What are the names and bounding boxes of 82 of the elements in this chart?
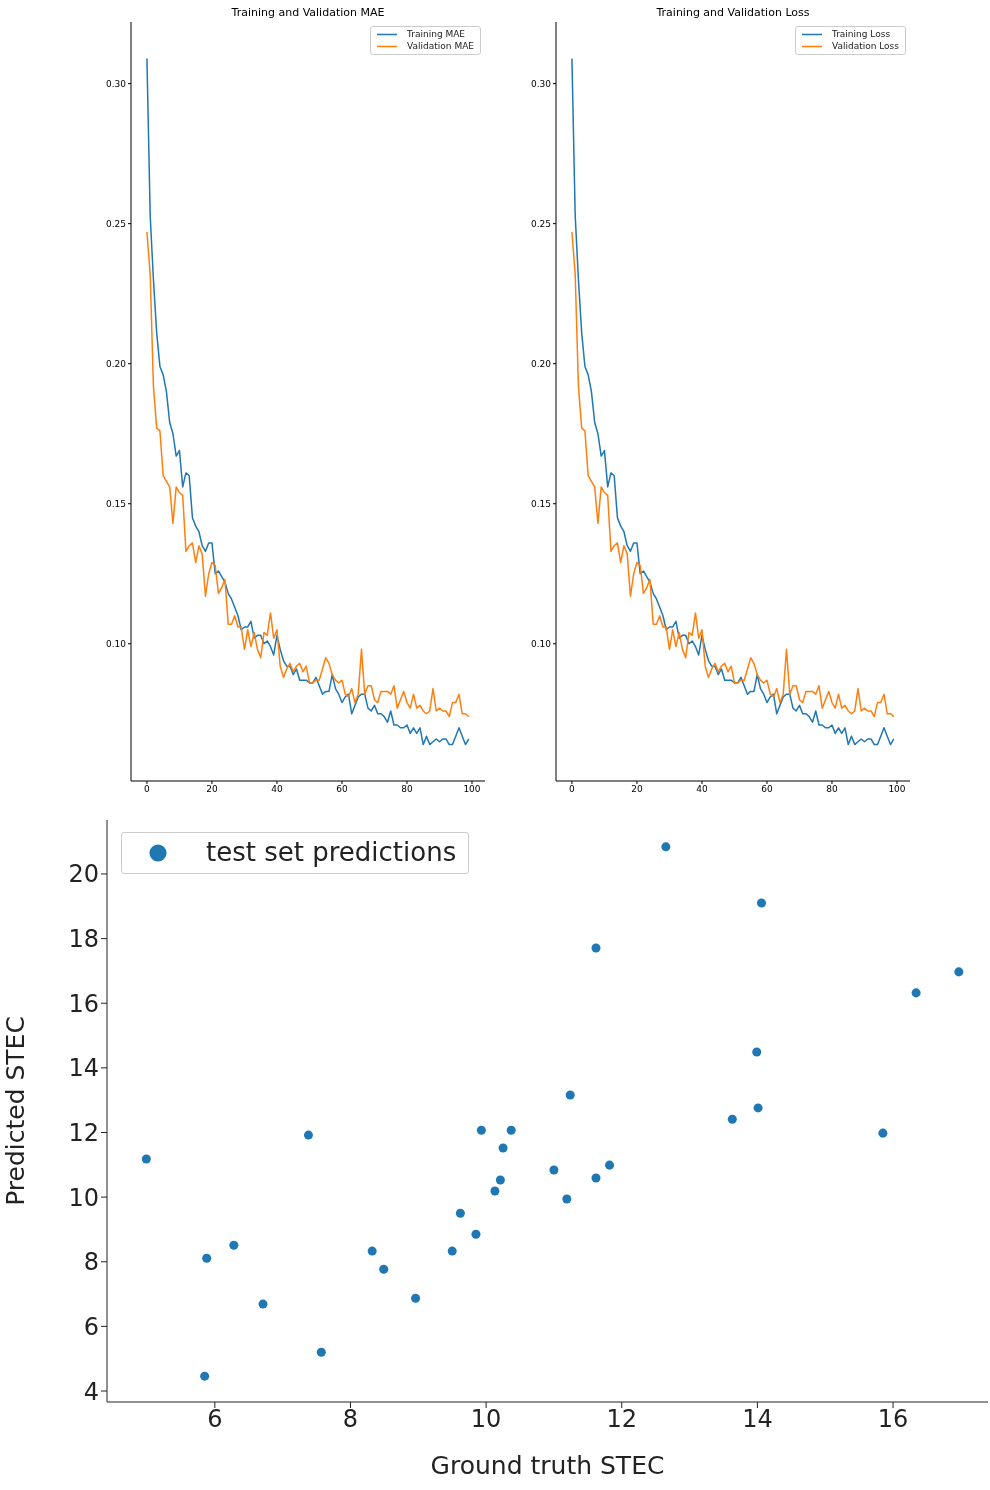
point (258, 1299, 268, 1309)
point (591, 1173, 601, 1183)
point (661, 842, 671, 852)
point (756, 898, 766, 908)
point (316, 1347, 326, 1357)
point (498, 1143, 508, 1153)
legend-label: Validation Loss (831, 40, 899, 53)
line-series (571, 57, 895, 746)
point (411, 1293, 421, 1303)
x-tick-label: 60 (761, 784, 773, 795)
x-tick-label: 8 (342, 1405, 359, 1434)
point (565, 1090, 575, 1100)
x-tick-label: 60 (336, 784, 348, 795)
legend-label: test set predictions (206, 836, 457, 869)
point (506, 1125, 516, 1135)
point (202, 1253, 212, 1263)
x-tick-label: 0 (144, 784, 151, 795)
x-tick-label: 80 (401, 784, 413, 795)
point (954, 967, 964, 977)
point (471, 1229, 481, 1239)
x-tick-label: 16 (877, 1405, 909, 1434)
y-tick-label: 0.10 (105, 638, 127, 649)
x-tick-label: 0 (569, 784, 576, 795)
y-tick-label: 0.30 (105, 78, 127, 89)
y-tick-label: 4 (83, 1377, 99, 1406)
line-series (146, 231, 470, 718)
point (447, 1246, 457, 1256)
y-tick-label: 0.30 (530, 78, 552, 89)
x-tick-label: 100 (463, 784, 481, 795)
y-tick-label: 10 (68, 1183, 99, 1212)
y-tick-label: 0.25 (105, 218, 126, 229)
y-tick-label: 18 (68, 925, 99, 954)
point (455, 1208, 465, 1218)
x-tick-label: 20 (631, 784, 643, 795)
y-tick-label: 12 (68, 1119, 99, 1148)
point (200, 1371, 210, 1381)
y-tick-label: 0.15 (530, 498, 551, 509)
point (878, 1128, 888, 1138)
legend-label: Training Loss (831, 29, 891, 41)
line-series (146, 57, 470, 746)
y-tick-label: 0.10 (530, 638, 552, 649)
point (490, 1186, 500, 1196)
x-tick-label: 40 (696, 784, 708, 795)
x-tick-label: 100 (888, 784, 906, 795)
point (591, 943, 601, 953)
y-tick-label: 6 (83, 1312, 99, 1341)
point (367, 1246, 377, 1256)
y-axis-title: Predicted STEC (0, 1016, 30, 1206)
point (727, 1114, 737, 1124)
point (379, 1264, 389, 1274)
point (562, 1194, 572, 1204)
point (476, 1125, 486, 1135)
point (752, 1047, 762, 1057)
x-tick-label: 40 (271, 784, 283, 795)
point (303, 1130, 313, 1140)
point (549, 1165, 559, 1175)
y-tick-label: 0.20 (105, 358, 127, 369)
y-tick-label: 14 (68, 1054, 99, 1083)
x-tick-label: 10 (470, 1405, 502, 1434)
x-axis-title: Ground truth STEC (430, 1451, 665, 1480)
legend-label: Training MAE (407, 29, 466, 41)
x-tick-label: 14 (742, 1405, 773, 1434)
x-tick-label: 12 (606, 1405, 638, 1434)
y-tick-label: 20 (68, 860, 99, 889)
y-tick-label: 8 (83, 1248, 99, 1277)
legend-label: Validation MAE (407, 40, 474, 53)
point (495, 1175, 505, 1185)
line-series (571, 231, 895, 718)
chart-title: Training and Validation MAE (230, 6, 386, 19)
chart-title: Training and Validation Loss (655, 6, 811, 19)
point (753, 1103, 763, 1113)
point (911, 988, 921, 998)
y-tick-label: 16 (68, 989, 99, 1018)
x-tick-label: 80 (826, 784, 838, 795)
y-tick-label: 0.25 (530, 218, 551, 229)
point (229, 1240, 239, 1250)
x-tick-label: 6 (207, 1405, 223, 1434)
x-tick-label: 20 (206, 784, 218, 795)
y-tick-label: 0.15 (105, 498, 126, 509)
point (141, 1154, 151, 1164)
y-tick-label: 0.20 (530, 358, 552, 369)
point (605, 1160, 615, 1170)
